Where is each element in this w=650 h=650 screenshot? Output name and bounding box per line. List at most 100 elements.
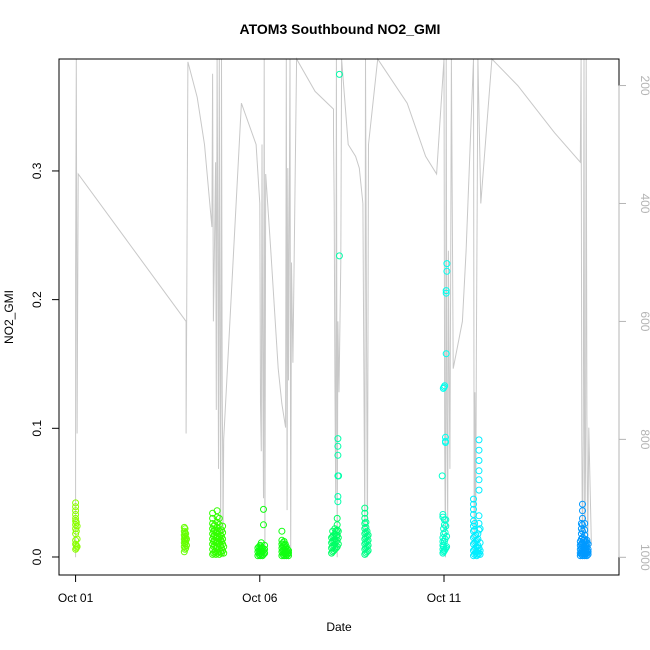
data-point <box>441 382 449 390</box>
data-point <box>73 543 81 551</box>
data-point <box>333 514 341 522</box>
data-point <box>334 435 342 443</box>
y-tick-label: 0.0 <box>30 548 44 565</box>
data-point <box>364 541 372 549</box>
data-point <box>442 544 450 552</box>
secondary-y-axis: 200 400 600 800 1000 <box>618 76 650 571</box>
data-point <box>182 530 190 538</box>
data-point <box>475 512 483 520</box>
data-point <box>72 514 80 522</box>
data-point <box>470 495 477 503</box>
data-point <box>334 498 342 506</box>
data-point <box>73 535 81 543</box>
data-point <box>182 534 190 542</box>
pressure-trace-layer <box>75 57 592 558</box>
data-point <box>260 521 267 529</box>
data-point <box>361 504 369 512</box>
data-point <box>364 547 372 555</box>
x-tick-label: Oct 06 <box>242 591 278 605</box>
secondary-y-tick-label: 200 <box>638 76 650 96</box>
data-point <box>213 507 221 515</box>
data-point <box>583 539 591 547</box>
y-tick-label: 0.2 <box>30 291 44 308</box>
data-point <box>215 514 223 522</box>
data-point <box>72 518 80 526</box>
data-point <box>260 550 267 558</box>
data-point <box>476 525 484 533</box>
data-point <box>335 472 343 480</box>
data-point <box>362 523 370 531</box>
data-point <box>363 527 371 535</box>
data-point <box>285 547 292 555</box>
data-point <box>72 507 80 515</box>
x-axis: Oct 01 Oct 06 Oct 11 <box>58 575 462 605</box>
data-point <box>363 532 371 540</box>
x-tick-label: Oct 01 <box>58 591 94 605</box>
y-axis: 0.0 0.1 0.2 0.3 <box>30 162 59 565</box>
data-point <box>278 527 286 535</box>
data-point <box>470 505 477 513</box>
data-point <box>261 541 269 549</box>
data-point <box>442 433 449 441</box>
data-point <box>442 350 450 358</box>
data-point <box>334 493 342 500</box>
data-point <box>283 548 291 556</box>
data-point <box>72 503 80 511</box>
data-point <box>72 544 80 552</box>
data-point <box>72 511 80 518</box>
data-point <box>442 289 450 297</box>
data-point <box>334 442 342 450</box>
secondary-y-tick-label: 1000 <box>638 544 650 571</box>
secondary-y-tick-label: 600 <box>638 311 650 331</box>
data-point <box>335 70 343 78</box>
data-point <box>584 545 592 553</box>
data-point <box>476 539 484 547</box>
data-point <box>577 520 585 527</box>
data-point <box>470 500 477 508</box>
chart-title: ATOM3 Southbound NO2_GMI <box>240 21 441 37</box>
data-point <box>361 509 369 517</box>
data-point <box>443 267 451 275</box>
secondary-y-tick-label: 400 <box>638 193 650 213</box>
data-point <box>363 548 371 556</box>
data-point <box>583 547 591 555</box>
data-point <box>283 545 291 553</box>
data-point <box>283 550 291 558</box>
secondary-y-tick-label: 800 <box>638 429 650 449</box>
data-point <box>475 457 483 464</box>
data-point <box>333 526 341 534</box>
data-point <box>335 252 343 260</box>
data-point <box>476 547 484 555</box>
y-tick-label: 0.3 <box>30 162 44 179</box>
data-point <box>584 550 592 558</box>
scatter-points-layer <box>72 70 592 560</box>
data-point <box>183 535 190 543</box>
data-point <box>364 531 372 539</box>
data-point <box>475 476 483 484</box>
data-point <box>442 516 450 524</box>
data-point <box>285 549 292 557</box>
data-point <box>579 500 586 508</box>
data-point <box>438 472 446 480</box>
data-point <box>584 548 592 556</box>
data-point <box>260 505 267 513</box>
data-point <box>209 514 217 522</box>
y-tick-label: 0.1 <box>30 420 44 437</box>
data-point <box>72 527 80 535</box>
data-point <box>361 520 369 527</box>
x-axis-label: Date <box>326 620 352 634</box>
data-point <box>363 538 371 545</box>
data-point <box>285 552 292 560</box>
data-point <box>475 436 483 444</box>
data-point <box>583 552 591 560</box>
data-point <box>334 527 342 535</box>
x-tick-label: Oct 11 <box>427 591 462 605</box>
data-point <box>334 451 342 459</box>
data-point <box>363 543 371 551</box>
data-point <box>443 543 451 551</box>
pressure-trace-line <box>75 57 592 558</box>
data-point <box>474 535 482 543</box>
data-point <box>220 543 228 551</box>
data-point <box>443 532 451 540</box>
